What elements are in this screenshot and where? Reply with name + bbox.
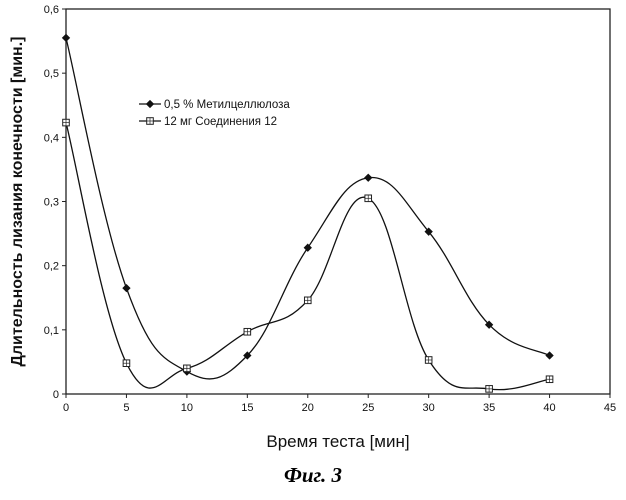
x-tick-label: 35	[483, 402, 495, 414]
x-axis-title: Время теста [мин]	[266, 432, 409, 451]
data-point-square	[304, 297, 311, 304]
series-line	[66, 38, 550, 379]
x-tick-label: 30	[423, 402, 435, 414]
data-point-diamond	[62, 34, 69, 41]
y-tick-label: 0,5	[44, 68, 59, 80]
legend-label: 12 мг Соединения 12	[164, 116, 277, 128]
series-2	[63, 119, 553, 392]
legend: 0,5 % Метилцеллюлоза 12 мг Соединения 12	[136, 94, 290, 132]
legend-label: 0,5 % Метилцеллюлоза	[164, 99, 290, 111]
data-point-square	[123, 360, 130, 367]
x-tick-label: 40	[543, 402, 555, 414]
series-line	[66, 123, 550, 390]
data-point-square	[244, 328, 251, 335]
figure-caption: Фиг. 3	[0, 463, 626, 488]
data-point-square	[184, 365, 191, 372]
y-tick-label: 0	[53, 389, 59, 401]
x-tick-label: 25	[362, 402, 374, 414]
data-point-diamond	[304, 244, 311, 251]
x-tick-label: 15	[241, 402, 253, 414]
y-tick-label: 0,6	[44, 4, 59, 16]
data-point-square	[486, 386, 493, 393]
y-tick-label: 0,4	[44, 132, 59, 144]
series-group	[62, 34, 553, 392]
y-tick-label: 0,2	[44, 261, 59, 273]
x-tick-label: 10	[181, 402, 193, 414]
y-tick-label: 0,3	[44, 197, 59, 209]
x-tick-label: 45	[604, 402, 616, 414]
data-point-square	[546, 376, 553, 383]
x-tick-label: 5	[123, 402, 129, 414]
y-tick-label: 0,1	[44, 325, 59, 337]
data-point-square	[425, 357, 432, 364]
x-tick-label: 0	[63, 402, 69, 414]
y-axis-title: Длительность лизания конечности [мин.]	[9, 37, 26, 367]
data-point-square	[63, 119, 70, 126]
series-1	[62, 34, 553, 379]
data-point-square	[365, 195, 372, 202]
data-point-diamond	[546, 352, 553, 359]
axis-ticks: 0 5 10 15 20 25 30 35 40 45 0 0,1 0,2 0,3 0,4 0,5 0,6	[44, 4, 616, 414]
data-point-diamond	[365, 174, 372, 181]
legend-marker	[147, 118, 154, 125]
x-tick-label: 20	[302, 402, 314, 414]
data-point-diamond	[123, 285, 130, 292]
